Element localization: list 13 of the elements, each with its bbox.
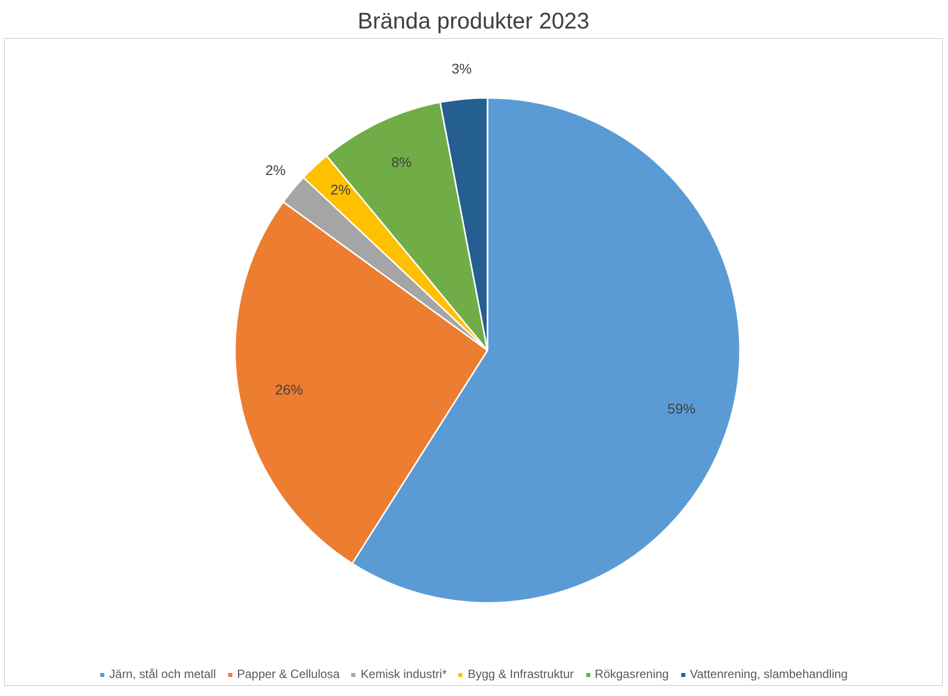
legend-label: Rökgasrening [594,667,669,681]
data-label: 8% [391,154,412,170]
legend-label: Kemisk industri* [360,667,447,681]
legend-label: Vattenrening, slambehandling [690,667,848,681]
data-label: 3% [451,60,472,76]
legend-label: Papper & Cellulosa [236,667,340,681]
legend-label: Bygg & Infrastruktur [468,667,574,681]
data-label: 2% [265,162,286,178]
data-label: 26% [275,381,304,398]
data-label: 2% [330,181,351,198]
data-label: 59% [667,400,696,416]
legend-label: Järn, stål och metall [109,667,216,681]
chart-title: Brända produkter 2023 [358,8,590,34]
